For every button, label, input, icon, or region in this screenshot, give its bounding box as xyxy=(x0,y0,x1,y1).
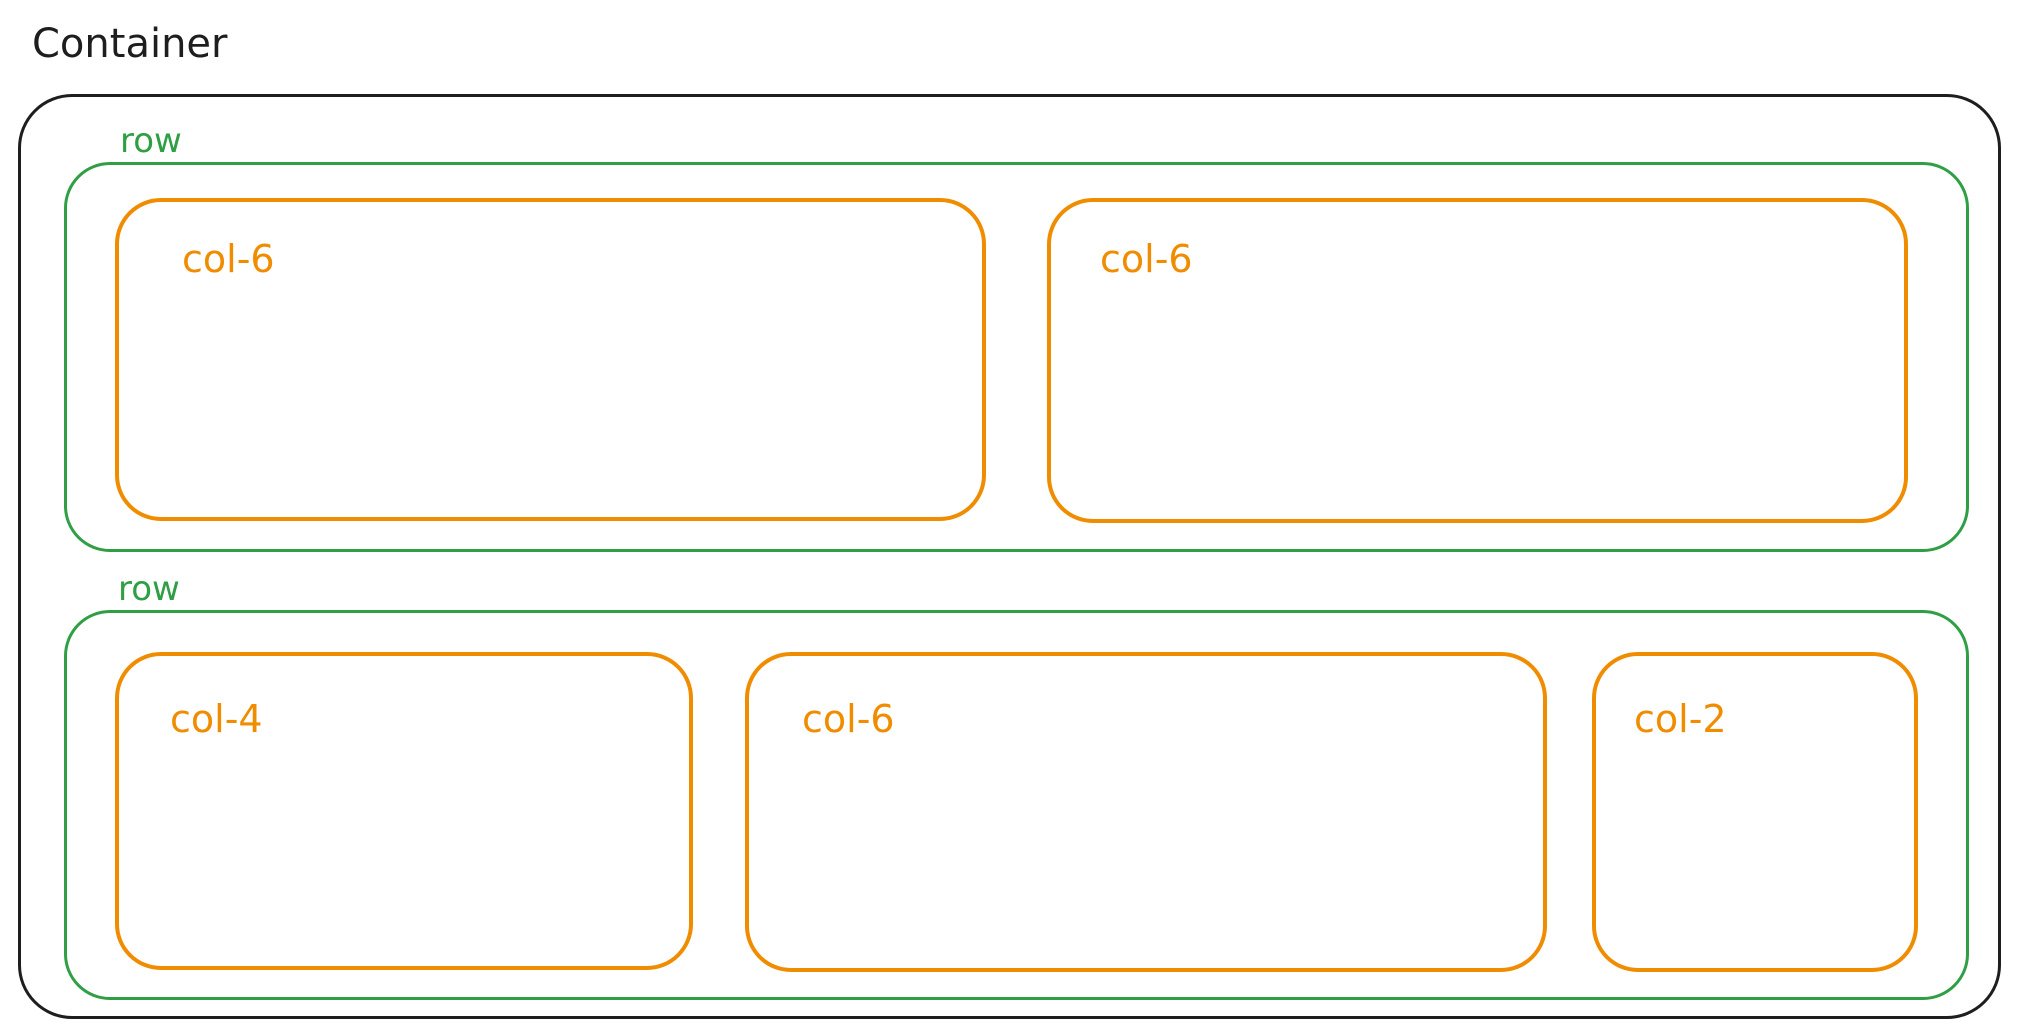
row-label: row xyxy=(118,569,180,609)
col-box xyxy=(115,652,693,970)
container-box xyxy=(18,94,2001,1019)
col-box xyxy=(115,198,986,521)
col-box xyxy=(1047,198,1908,523)
row-box xyxy=(64,610,1969,1000)
col-label: col-4 xyxy=(170,697,263,741)
col-label: col-6 xyxy=(802,697,895,741)
col-box xyxy=(745,652,1547,972)
col-label: col-2 xyxy=(1634,697,1727,741)
col-label: col-6 xyxy=(1100,237,1193,281)
row-label: row xyxy=(120,121,182,161)
col-label: col-6 xyxy=(182,237,275,281)
col-box xyxy=(1592,652,1918,972)
container-title: Container xyxy=(32,21,228,67)
row-box xyxy=(64,162,1969,552)
